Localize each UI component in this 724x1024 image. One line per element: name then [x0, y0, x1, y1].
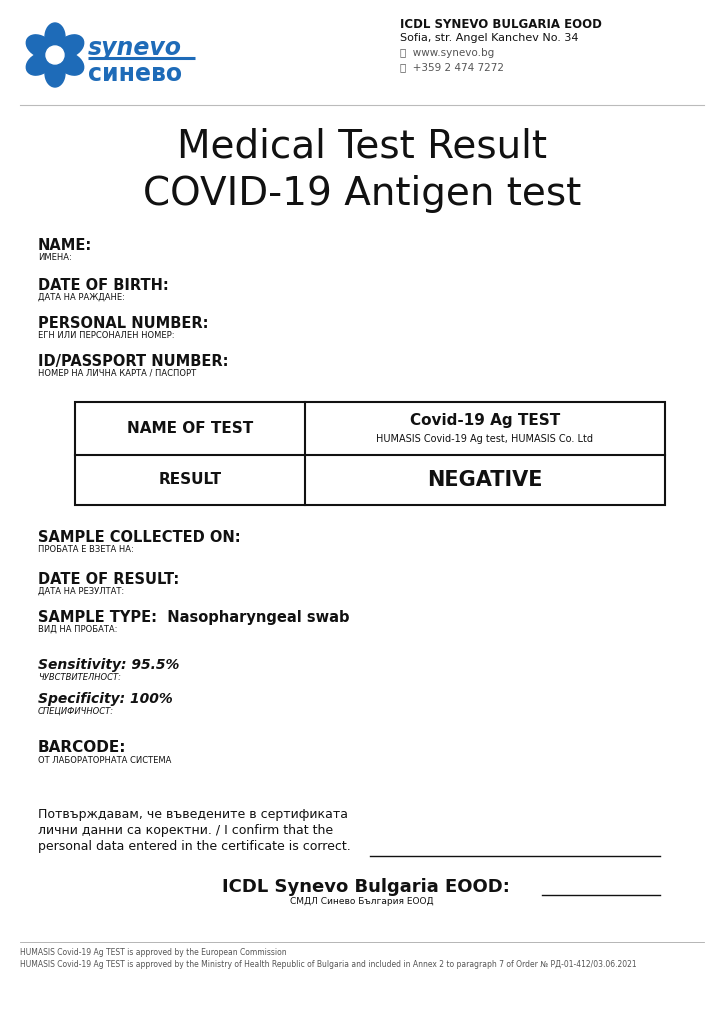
Text: HUMASIS Covid-19 Ag test, HUMASIS Co. Ltd: HUMASIS Covid-19 Ag test, HUMASIS Co. Lt… [376, 433, 594, 443]
Text: DATE OF RESULT:: DATE OF RESULT: [38, 572, 180, 587]
Text: synevo: synevo [88, 36, 182, 60]
Text: COVID-19 Antigen test: COVID-19 Antigen test [143, 175, 581, 213]
Bar [75, 402, 665, 505]
Text: СПЕЦИФИЧНОСТ:: СПЕЦИФИЧНОСТ: [38, 707, 114, 716]
Text: HUMASIS Covid-19 Ag TEST is approved by the European Commission: HUMASIS Covid-19 Ag TEST is approved by … [20, 948, 287, 957]
Text: ⓘ  www.synevo.bg: ⓘ www.synevo.bg [400, 48, 494, 58]
Text: NEGATIVE: NEGATIVE [427, 470, 543, 490]
Text: ДАТА НА РЕЗУЛТАТ:: ДАТА НА РЕЗУЛТАТ: [38, 587, 124, 596]
Text: Specificity: 100%: Specificity: 100% [38, 692, 173, 706]
Text: BARCODE:: BARCODE: [38, 740, 127, 755]
Text: Covid-19 Ag TEST: Covid-19 Ag TEST [410, 413, 560, 428]
Text: Medical Test Result: Medical Test Result [177, 128, 547, 166]
Text: Sensitivity: 95.5%: Sensitivity: 95.5% [38, 658, 180, 672]
Text: SAMPLE COLLECTED ON:: SAMPLE COLLECTED ON: [38, 530, 240, 545]
Text: NAME OF TEST: NAME OF TEST [127, 421, 253, 436]
Text: ИМЕНА:: ИМЕНА: [38, 253, 72, 262]
Text: SAMPLE TYPE:  Nasopharyngeal swab: SAMPLE TYPE: Nasopharyngeal swab [38, 610, 350, 625]
Text: PERSONAL NUMBER:: PERSONAL NUMBER: [38, 316, 209, 331]
Text: СМДЛ Синево България ЕООД: СМДЛ Синево България ЕООД [290, 897, 434, 906]
Circle shape [46, 46, 64, 63]
Ellipse shape [26, 53, 53, 75]
Ellipse shape [45, 59, 65, 87]
Text: ID/PASSPORT NUMBER:: ID/PASSPORT NUMBER: [38, 354, 229, 369]
Text: ДАТА НА РАЖДАНЕ:: ДАТА НА РАЖДАНЕ: [38, 293, 125, 302]
Ellipse shape [26, 35, 53, 57]
Text: лични данни са коректни. / I confirm that the: лични данни са коректни. / I confirm tha… [38, 824, 333, 837]
Text: Потвърждавам, че въведените в сертификата: Потвърждавам, че въведените в сертификат… [38, 808, 348, 821]
Text: ⎕  +359 2 474 7272: ⎕ +359 2 474 7272 [400, 62, 504, 72]
Text: ВИД НА ПРОБАТА:: ВИД НА ПРОБАТА: [38, 625, 117, 634]
Text: ЕГН ИЛИ ПЕРСОНАЛЕН НОМЕР:: ЕГН ИЛИ ПЕРСОНАЛЕН НОМЕР: [38, 331, 174, 340]
Text: ICDL Synevo Bulgaria EOOD:: ICDL Synevo Bulgaria EOOD: [222, 878, 510, 896]
Text: синево: синево [88, 62, 182, 86]
Text: personal data entered in the certificate is correct.: personal data entered in the certificate… [38, 840, 350, 853]
Text: ICDL SYNEVO BULGARIA EOOD: ICDL SYNEVO BULGARIA EOOD [400, 18, 602, 31]
Text: HUMASIS Covid-19 Ag TEST is approved by the Ministry of Health Republic of Bulga: HUMASIS Covid-19 Ag TEST is approved by … [20, 961, 636, 969]
Text: RESULT: RESULT [159, 472, 222, 487]
Ellipse shape [57, 53, 84, 75]
Text: Sofia, str. Angel Kanchev No. 34: Sofia, str. Angel Kanchev No. 34 [400, 33, 578, 43]
Text: ПРОБАТА Е ВЗЕТА НА:: ПРОБАТА Е ВЗЕТА НА: [38, 545, 134, 554]
Text: DATE OF BIRTH:: DATE OF BIRTH: [38, 278, 169, 293]
Text: ОТ ЛАБОРАТОРНАТА СИСТЕМА: ОТ ЛАБОРАТОРНАТА СИСТЕМА [38, 756, 172, 765]
Text: NAME:: NAME: [38, 238, 92, 253]
Ellipse shape [57, 35, 84, 57]
Text: НОМЕР НА ЛИЧНА КАРТА / ПАСПОРТ: НОМЕР НА ЛИЧНА КАРТА / ПАСПОРТ [38, 369, 196, 378]
Ellipse shape [45, 23, 65, 51]
Text: ЧУВСТВИТЕЛНОСТ:: ЧУВСТВИТЕЛНОСТ: [38, 673, 121, 682]
